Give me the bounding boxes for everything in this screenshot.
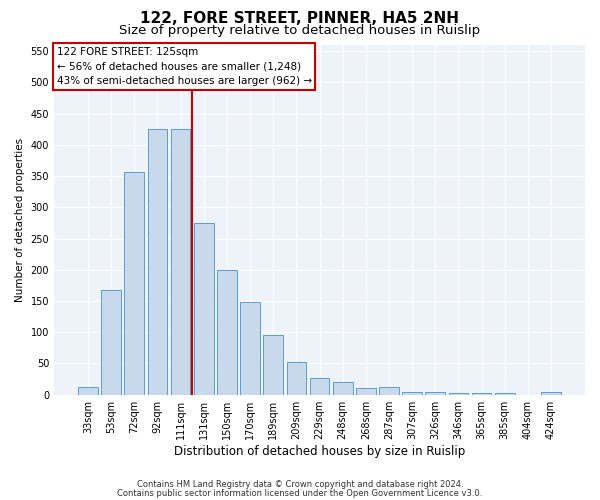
Bar: [541, 392, 561, 394]
Bar: [379, 386, 399, 394]
Y-axis label: Number of detached properties: Number of detached properties: [15, 138, 25, 302]
Text: Contains public sector information licensed under the Open Government Licence v3: Contains public sector information licen…: [118, 489, 482, 498]
Text: Size of property relative to detached houses in Ruislip: Size of property relative to detached ho…: [119, 24, 481, 37]
Text: 122 FORE STREET: 125sqm
← 56% of detached houses are smaller (1,248)
43% of semi: 122 FORE STREET: 125sqm ← 56% of detache…: [56, 46, 312, 86]
Bar: [287, 362, 306, 394]
Text: Contains HM Land Registry data © Crown copyright and database right 2024.: Contains HM Land Registry data © Crown c…: [137, 480, 463, 489]
X-axis label: Distribution of detached houses by size in Ruislip: Distribution of detached houses by size …: [174, 444, 465, 458]
Bar: [171, 130, 190, 394]
Bar: [194, 223, 214, 394]
Bar: [425, 392, 445, 394]
Bar: [217, 270, 237, 394]
Bar: [124, 172, 144, 394]
Bar: [356, 388, 376, 394]
Bar: [449, 393, 468, 394]
Bar: [402, 392, 422, 394]
Text: 122, FORE STREET, PINNER, HA5 2NH: 122, FORE STREET, PINNER, HA5 2NH: [140, 11, 460, 26]
Bar: [333, 382, 353, 394]
Bar: [101, 290, 121, 395]
Bar: [78, 386, 98, 394]
Bar: [148, 130, 167, 394]
Bar: [263, 336, 283, 394]
Bar: [310, 378, 329, 394]
Bar: [240, 302, 260, 394]
